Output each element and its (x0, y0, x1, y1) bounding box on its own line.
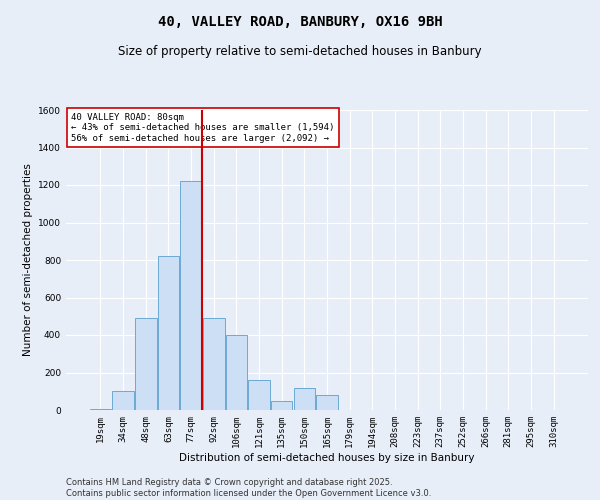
Text: Contains HM Land Registry data © Crown copyright and database right 2025.
Contai: Contains HM Land Registry data © Crown c… (66, 478, 431, 498)
Bar (293, 388, 315, 410)
Text: 40 VALLEY ROAD: 80sqm
← 43% of semi-detached houses are smaller (1,594)
56% of s: 40 VALLEY ROAD: 80sqm ← 43% of semi-deta… (71, 113, 335, 143)
Bar (112, 391, 134, 410)
Bar (248, 380, 270, 410)
Bar (226, 335, 247, 410)
Text: 40, VALLEY ROAD, BANBURY, OX16 9BH: 40, VALLEY ROAD, BANBURY, OX16 9BH (158, 15, 442, 29)
Bar (316, 395, 338, 410)
Text: Size of property relative to semi-detached houses in Banbury: Size of property relative to semi-detach… (118, 45, 482, 58)
Bar (203, 318, 224, 410)
Bar (90, 409, 111, 410)
Y-axis label: Number of semi-detached properties: Number of semi-detached properties (23, 164, 32, 356)
Bar (271, 400, 292, 410)
Bar (158, 256, 179, 410)
X-axis label: Distribution of semi-detached houses by size in Banbury: Distribution of semi-detached houses by … (179, 452, 475, 462)
Bar (135, 318, 157, 410)
Bar (181, 181, 202, 410)
